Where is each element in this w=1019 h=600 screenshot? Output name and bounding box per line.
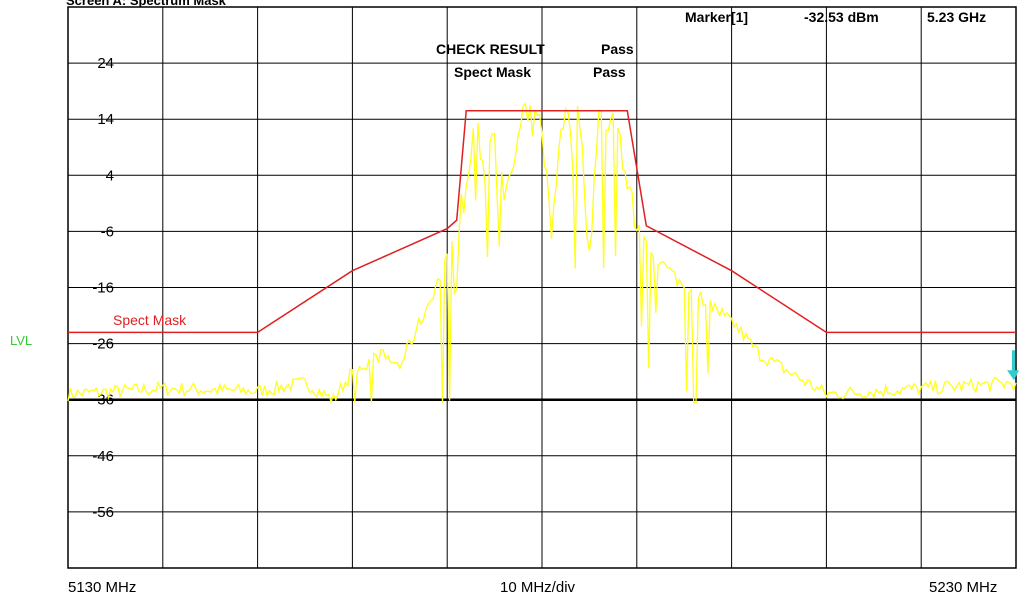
- y-tick-label: -36: [92, 392, 114, 409]
- spect-mask-result: Pass: [593, 64, 626, 80]
- y-tick-label: -26: [92, 336, 114, 353]
- marker-arrow-icon: [1007, 350, 1019, 381]
- y-tick-label: -56: [92, 504, 114, 521]
- mask-legend-label: Spect Mask: [113, 312, 187, 328]
- start-frequency: 5130 MHz: [68, 579, 137, 596]
- spect-mask-line: [68, 110, 1016, 334]
- y-tick-labels: 24 14 4 -6 -16 -26 -36 -46 -56: [92, 55, 114, 521]
- trace-line: [67, 101, 1017, 405]
- y-tick-label: 24: [97, 55, 114, 72]
- stop-frequency: 5230 MHz: [929, 579, 998, 596]
- y-tick-label: -6: [101, 223, 114, 240]
- span-per-division: 10 MHz/div: [500, 579, 576, 596]
- y-tick-label: 4: [106, 167, 114, 184]
- marker-level: -32.53 dBm: [804, 9, 879, 25]
- marker-name: Marker[1]: [685, 9, 749, 25]
- series-layer: [67, 101, 1017, 405]
- screen-title: Screen A: Spectrum Mask: [66, 0, 226, 8]
- marker-frequency: 5.23 GHz: [927, 9, 987, 25]
- y-tick-label: -46: [92, 448, 114, 465]
- level-label: LVL: [10, 333, 33, 348]
- y-tick-label: 14: [97, 111, 114, 128]
- y-tick-label: -16: [92, 280, 114, 297]
- check-result-label: CHECK RESULT: [436, 41, 545, 57]
- marker-layer: [1007, 350, 1019, 381]
- spect-mask-label: Spect Mask: [454, 64, 532, 80]
- check-result-value: Pass: [601, 41, 634, 57]
- grid: [67, 6, 1017, 569]
